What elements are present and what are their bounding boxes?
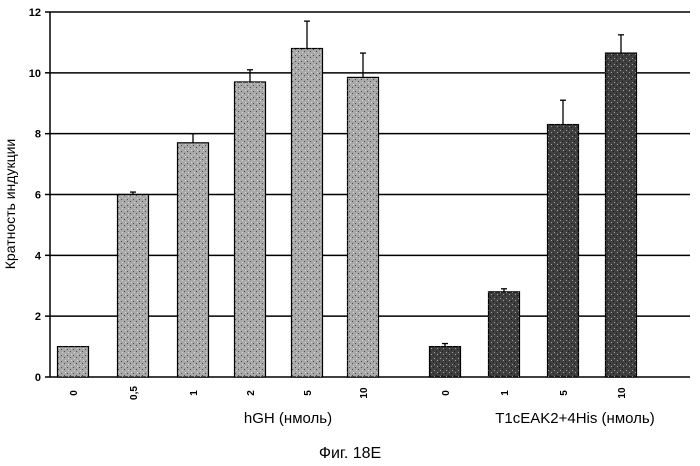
y-tick-label: 0 xyxy=(35,372,41,384)
bar-texture xyxy=(178,143,209,377)
x-tick-label: 0,5 xyxy=(129,386,140,400)
x-tick-label: 1 xyxy=(189,390,200,396)
bars xyxy=(58,21,637,377)
y-tick-label: 6 xyxy=(35,190,41,202)
y-tick-label: 8 xyxy=(35,129,41,141)
bar-texture xyxy=(292,49,323,378)
bar-texture xyxy=(118,195,149,378)
y-tick-label: 10 xyxy=(29,68,41,80)
group-label-t1ceak2: T1cEAK2+4His (нмоль) xyxy=(495,410,654,427)
x-tick-label: 1 xyxy=(500,390,511,396)
y-tick-label: 2 xyxy=(35,311,41,323)
bar-texture xyxy=(489,292,520,377)
x-tick-label: 5 xyxy=(303,390,314,396)
y-tick-label: 4 xyxy=(35,250,42,262)
bar-texture xyxy=(58,347,89,377)
bar-texture xyxy=(235,82,266,377)
x-tick-label: 0 xyxy=(441,390,452,396)
bar-texture xyxy=(348,77,379,377)
bar-texture xyxy=(606,53,637,377)
x-tick-label: 0 xyxy=(69,390,80,396)
y-tick-label: 12 xyxy=(29,7,41,19)
x-tick-label: 10 xyxy=(617,387,628,399)
x-tick-label: 10 xyxy=(359,387,370,399)
bar-texture xyxy=(548,125,579,377)
y-axis-label: Кратность индукции xyxy=(2,139,18,269)
bar-texture xyxy=(430,347,461,377)
figure-caption: Фиг. 18E xyxy=(319,445,381,462)
x-tick-label: 5 xyxy=(559,390,570,396)
x-tick-label: 2 xyxy=(246,390,257,396)
group-label-hgh: hGH (нмоль) xyxy=(244,410,332,427)
